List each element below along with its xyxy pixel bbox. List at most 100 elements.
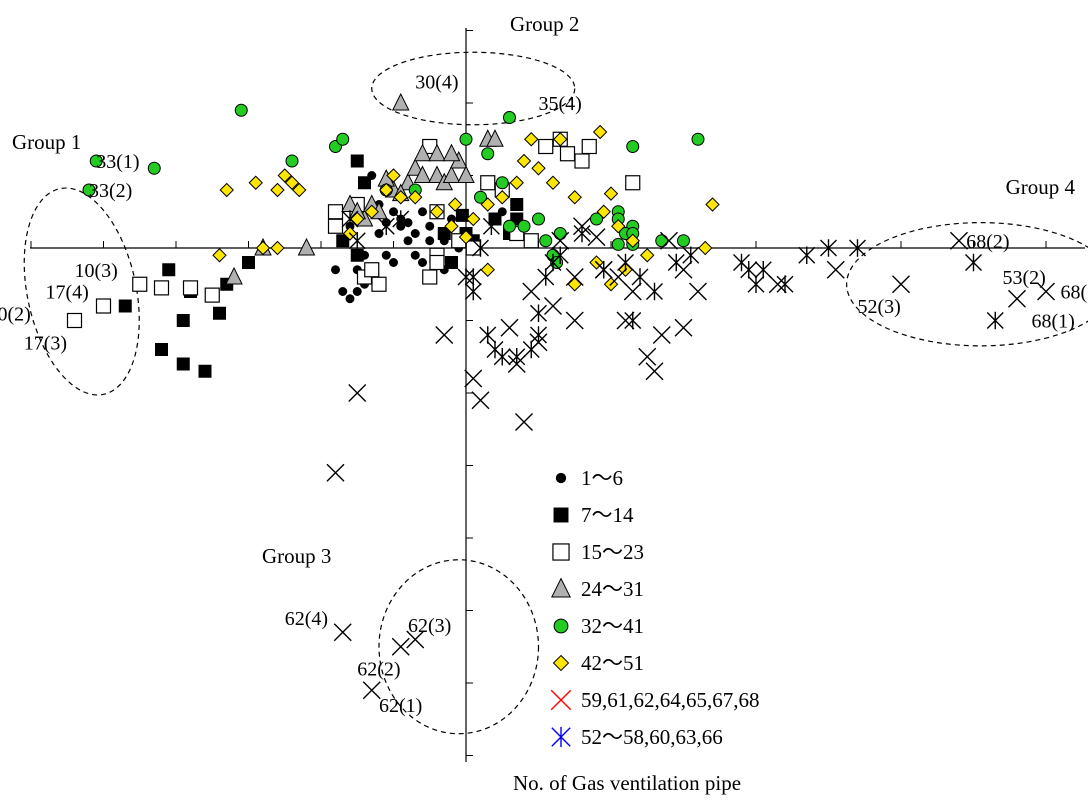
data-point <box>284 175 300 190</box>
data-point <box>500 318 519 337</box>
data-point <box>371 276 387 292</box>
data-point <box>486 129 504 147</box>
data-point <box>503 111 516 124</box>
series-circle <box>82 103 705 269</box>
data-point <box>234 103 248 117</box>
data-point <box>445 256 458 269</box>
data-point <box>638 347 657 366</box>
data-point <box>667 253 685 272</box>
data-point <box>617 253 634 272</box>
data-point <box>391 92 410 111</box>
data-point <box>327 218 344 234</box>
group-label: Group 3 <box>262 544 331 568</box>
data-point <box>538 138 554 155</box>
data-point <box>389 258 398 267</box>
data-point <box>348 231 366 250</box>
data-point <box>565 311 584 330</box>
group-ellipse <box>846 222 1088 347</box>
group-label: Group 1 <box>12 130 81 154</box>
data-point <box>631 268 649 286</box>
data-point <box>403 236 413 246</box>
data-point <box>545 175 561 190</box>
data-point <box>333 623 352 642</box>
data-point <box>495 190 510 205</box>
data-point <box>292 182 307 198</box>
data-point <box>408 190 423 205</box>
data-point <box>516 153 532 169</box>
data-point <box>377 217 395 236</box>
data-point <box>225 266 243 285</box>
data-point <box>503 219 516 233</box>
data-point <box>480 262 495 277</box>
data-point <box>437 227 451 240</box>
data-point <box>551 246 569 265</box>
data-point <box>559 146 576 162</box>
group-ellipses: Group 1 Group 2 Group 3 Group 4 <box>12 12 1088 735</box>
data-point <box>132 276 148 292</box>
data-point <box>611 237 625 251</box>
data-point <box>176 314 190 327</box>
data-point <box>352 287 362 296</box>
data-point <box>552 654 570 672</box>
data-point <box>447 214 456 224</box>
data-point <box>539 234 553 248</box>
data-point <box>550 577 572 598</box>
point-label: 10(3) <box>75 260 118 282</box>
data-point <box>413 143 432 162</box>
point-label: 62(1) <box>379 695 422 717</box>
data-point <box>530 326 547 344</box>
data-point <box>391 637 410 656</box>
data-point <box>341 210 359 228</box>
point-label: 33(2) <box>89 180 132 202</box>
data-point <box>270 240 285 256</box>
data-point <box>581 138 597 155</box>
data-point <box>677 234 690 248</box>
data-point <box>1037 282 1055 301</box>
data-point <box>413 165 432 183</box>
data-point <box>510 198 524 211</box>
data-point <box>660 231 678 250</box>
data-point <box>350 248 364 262</box>
data-point <box>531 161 546 176</box>
data-point <box>553 132 568 147</box>
data-point <box>66 312 83 329</box>
data-point <box>447 197 463 212</box>
data-point <box>740 260 758 279</box>
data-point <box>458 229 474 245</box>
legend-label: 15〜23 <box>581 540 644 564</box>
data-point <box>623 282 642 301</box>
data-point <box>327 204 344 220</box>
data-point <box>410 250 420 260</box>
data-point <box>592 124 608 140</box>
data-point <box>248 175 263 190</box>
data-point <box>515 413 533 431</box>
data-point <box>442 165 461 183</box>
data-point <box>524 132 539 147</box>
data-point <box>82 183 96 197</box>
data-point <box>624 311 642 330</box>
data-point <box>162 263 176 277</box>
data-point <box>95 298 112 314</box>
data-point <box>428 165 446 183</box>
data-point <box>652 326 671 344</box>
data-point <box>522 340 540 359</box>
legend-label: 52〜58,60,63,66 <box>581 725 723 749</box>
data-point <box>410 229 420 238</box>
data-point <box>698 240 713 256</box>
series-square <box>118 154 524 378</box>
data-point <box>182 280 199 296</box>
data-point <box>616 311 635 330</box>
data-point <box>640 248 655 263</box>
data-point <box>326 463 345 482</box>
group-ellipse <box>378 559 540 735</box>
data-point <box>587 228 606 247</box>
data-point <box>950 231 968 250</box>
data-point <box>465 240 481 256</box>
data-point <box>425 221 435 231</box>
data-point <box>482 217 500 236</box>
point-label: 35(4) <box>539 93 582 115</box>
data-point <box>493 347 511 366</box>
data-point <box>392 210 410 228</box>
data-point <box>595 260 613 279</box>
